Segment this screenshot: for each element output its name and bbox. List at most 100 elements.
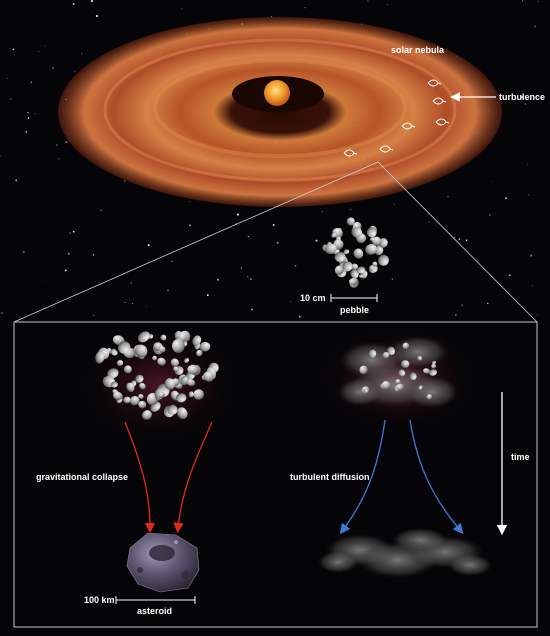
pebble — [402, 342, 410, 350]
star — [321, 210, 324, 213]
star — [25, 131, 28, 133]
star — [30, 81, 32, 83]
pebble — [113, 391, 123, 400]
star — [521, 0, 524, 2]
pebble — [350, 263, 358, 270]
label-pebble: pebble — [340, 305, 370, 315]
star — [465, 239, 468, 242]
pebble — [426, 394, 432, 400]
star — [527, 164, 529, 165]
star — [92, 11, 94, 13]
turbulence-eddy-icon — [427, 79, 442, 87]
star — [15, 179, 18, 182]
star — [528, 194, 530, 196]
pebble — [129, 395, 140, 406]
pebble — [398, 369, 406, 377]
pebble — [170, 358, 179, 367]
pebble — [160, 334, 167, 341]
zoom-lines — [13, 161, 538, 323]
pebble — [138, 394, 144, 399]
star — [44, 45, 46, 47]
pebble — [378, 254, 389, 266]
pebble — [396, 383, 404, 391]
label-asteroid: asteroid — [137, 606, 173, 616]
pebble — [334, 265, 344, 275]
pebble-cloud — [322, 217, 389, 288]
dust-cloud-upper — [338, 336, 458, 408]
pebble — [183, 357, 190, 363]
pebble — [342, 261, 353, 272]
star — [167, 289, 169, 292]
pebble — [349, 278, 358, 286]
pebble — [431, 363, 437, 369]
star — [72, 3, 75, 5]
pebble — [188, 391, 194, 398]
pebble — [138, 400, 147, 409]
star — [90, 0, 93, 2]
star — [93, 314, 95, 317]
pebble — [381, 380, 391, 390]
pebble — [116, 359, 124, 367]
pebble — [177, 407, 188, 420]
star — [524, 103, 526, 105]
pebble — [176, 393, 187, 403]
star — [124, 301, 126, 303]
label-turbulence: turbulence — [499, 92, 546, 102]
pebble — [187, 364, 200, 375]
star — [92, 253, 95, 256]
pebble — [110, 348, 117, 354]
pebble — [196, 349, 203, 357]
pebble — [157, 357, 166, 366]
pebble — [353, 248, 364, 259]
star — [508, 274, 511, 277]
pebble — [351, 227, 363, 238]
star — [447, 195, 449, 198]
pebble — [366, 227, 377, 238]
pebble — [199, 341, 211, 352]
pebble — [203, 371, 214, 382]
label-solar-nebula: solar nebula — [391, 45, 445, 55]
pebble — [181, 375, 188, 382]
star — [393, 203, 395, 206]
star — [487, 302, 489, 305]
star — [9, 98, 12, 100]
pebble — [359, 365, 368, 375]
pebble — [193, 389, 204, 400]
star — [181, 8, 183, 10]
star — [304, 7, 306, 9]
star — [247, 235, 249, 237]
label-gravitational-collapse: gravitational collapse — [36, 472, 129, 482]
pebble — [387, 346, 395, 356]
pebble — [324, 243, 337, 255]
pebble — [382, 352, 390, 359]
star — [146, 305, 148, 307]
star — [27, 112, 29, 114]
star — [298, 315, 301, 318]
pebble — [346, 217, 355, 226]
star — [130, 282, 132, 284]
pebble — [172, 338, 185, 353]
pebble — [409, 372, 417, 380]
pebble-cloud-diffusion — [359, 342, 437, 400]
star — [359, 2, 361, 3]
turbulence-eddies — [343, 79, 450, 157]
star — [532, 285, 533, 287]
turbulence-eddy-icon — [343, 149, 358, 157]
star — [294, 264, 297, 267]
pebble-cloud-collapse — [95, 330, 219, 420]
pebble — [118, 341, 131, 354]
pebble — [126, 382, 135, 392]
star — [12, 48, 15, 51]
pebble — [356, 266, 366, 274]
star — [489, 214, 491, 216]
star — [491, 181, 493, 183]
star — [536, 314, 538, 316]
star — [458, 238, 461, 240]
star — [272, 223, 275, 226]
label-time: time — [511, 452, 530, 462]
star — [349, 209, 351, 211]
star — [7, 78, 8, 79]
star — [530, 254, 533, 257]
turbulence-eddy-icon — [401, 122, 416, 130]
star — [42, 281, 43, 283]
